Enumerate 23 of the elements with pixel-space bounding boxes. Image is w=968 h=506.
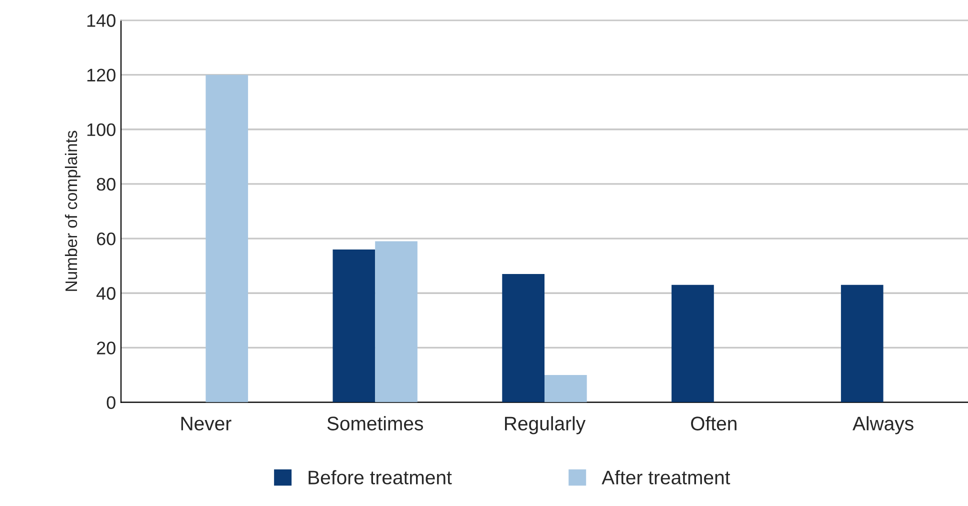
bar — [332, 249, 376, 402]
bar — [375, 241, 418, 402]
x-tick-label: Sometimes — [327, 416, 424, 430]
bar — [672, 284, 714, 402]
y-tick-label: 60 — [96, 232, 116, 246]
y-tick-label: 20 — [96, 342, 116, 354]
y-tick-label: 140 — [87, 14, 116, 27]
y-tick-label: 100 — [87, 123, 116, 136]
bar — [544, 374, 587, 402]
legend-label: After treatment — [602, 470, 730, 484]
bar — [502, 274, 544, 402]
y-axis-title: Number of complaints — [64, 130, 80, 291]
y-tick-label: 120 — [87, 68, 116, 82]
bar — [206, 74, 248, 402]
y-tick-label: 80 — [96, 178, 116, 191]
x-tick-label: Always — [852, 416, 914, 434]
bar — [840, 284, 884, 402]
x-tick-label: Never — [181, 416, 232, 430]
legend-label: Before treatment — [308, 470, 452, 484]
y-tick-label: 40 — [96, 287, 116, 300]
x-tick-label: Often — [691, 416, 736, 430]
y-tick-label: 0 — [106, 396, 116, 409]
x-tick-label: Regularly — [505, 416, 586, 434]
